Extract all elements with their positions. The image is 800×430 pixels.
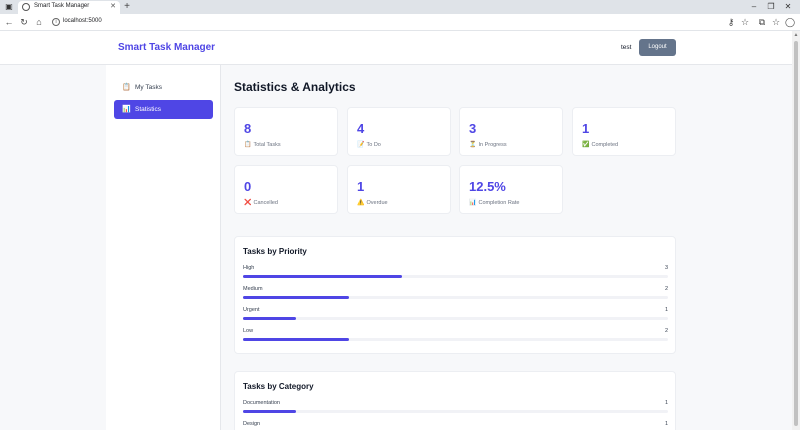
bar-fill xyxy=(243,317,297,320)
tab-title: Smart Task Manager xyxy=(34,3,90,9)
priority-row-medium: Medium 2 xyxy=(243,286,668,306)
close-window-icon[interactable]: ✕ xyxy=(784,2,792,11)
bar-track xyxy=(243,296,668,299)
bar-label: Low xyxy=(243,328,254,334)
brand-title[interactable]: Smart Task Manager xyxy=(118,42,216,53)
bar-label: High xyxy=(243,265,255,271)
priority-row-urgent: Urgent 1 xyxy=(243,307,668,327)
category-row-documentation: Documentation 1 xyxy=(243,400,668,420)
stat-label: To Do xyxy=(366,142,381,148)
browser-tab[interactable]: Smart Task Manager ✕ xyxy=(18,1,120,14)
stat-card-cancelled: 0 ❌ Cancelled xyxy=(234,165,338,214)
favorite-star-icon[interactable]: ☆ xyxy=(740,17,750,27)
category-row-design: Design 1 xyxy=(243,421,668,430)
bar-fill xyxy=(243,410,297,413)
stat-label: Completion Rate xyxy=(478,200,520,206)
username: test xyxy=(621,44,632,51)
sidebar-item-statistics[interactable]: 📊 Statistics xyxy=(114,100,213,119)
sidebar: 📋 My Tasks 📊 Statistics xyxy=(106,65,221,430)
check-mark-icon: ✅ xyxy=(582,142,590,148)
tab-close-icon[interactable]: ✕ xyxy=(110,3,116,10)
bar-count: 2 xyxy=(664,328,668,334)
priority-row-high: High 3 xyxy=(243,265,668,285)
warning-icon: ⚠️ xyxy=(357,200,365,206)
page-title: Statistics & Analytics xyxy=(234,80,356,94)
sidebar-item-label: Statistics xyxy=(135,106,162,113)
logout-button[interactable]: Logout xyxy=(639,39,676,56)
page-scrollbar[interactable]: ▲ xyxy=(792,31,800,430)
bar-chart-icon: 📊 xyxy=(122,106,131,113)
scroll-up-icon[interactable]: ▲ xyxy=(793,32,799,38)
stat-value: 8 xyxy=(244,121,252,136)
stat-card-completed: 1 ✅ Completed xyxy=(572,107,676,156)
stat-value: 1 xyxy=(582,121,590,136)
bar-count: 1 xyxy=(664,400,668,406)
stat-label: Completed xyxy=(591,142,619,148)
key-icon[interactable]: ⚷ xyxy=(727,17,735,27)
bar-chart-icon: 📊 xyxy=(469,200,477,206)
stat-value: 4 xyxy=(357,121,365,136)
bar-label: Urgent xyxy=(243,307,260,313)
priority-panel-title: Tasks by Priority xyxy=(243,247,307,256)
bar-count: 2 xyxy=(664,286,668,292)
bar-fill xyxy=(243,338,350,341)
bar-count: 1 xyxy=(664,421,668,427)
site-info-icon[interactable]: i xyxy=(52,18,60,26)
hourglass-icon: ⏳ xyxy=(469,142,477,148)
home-icon[interactable]: ⌂ xyxy=(36,17,42,27)
stat-value: 0 xyxy=(244,179,252,194)
browser-titlebar: ▣ Smart Task Manager ✕ + – ❐ ✕ xyxy=(0,0,800,14)
stat-card-total-tasks: 8 📋 Total Tasks xyxy=(234,107,338,156)
back-icon[interactable]: ← xyxy=(4,17,14,27)
stat-value: 12.5% xyxy=(469,179,506,194)
profile-icon[interactable]: ◯ xyxy=(785,17,796,27)
stat-label: Cancelled xyxy=(253,200,278,206)
stat-card-overdue: 1 ⚠️ Overdue xyxy=(347,165,451,214)
category-panel-title: Tasks by Category xyxy=(243,382,314,391)
address-bar[interactable]: localhost:5000 xyxy=(63,18,102,24)
window-menu-icon[interactable]: ▣ xyxy=(5,2,13,11)
bar-label: Design xyxy=(243,421,261,427)
minimize-icon[interactable]: – xyxy=(751,2,757,11)
scrollbar-thumb[interactable] xyxy=(794,41,798,426)
reload-icon[interactable]: ↻ xyxy=(20,17,28,27)
sidebar-item-label: My Tasks xyxy=(135,84,162,91)
stat-card-to-do: 4 📝 To Do xyxy=(347,107,451,156)
cross-mark-icon: ❌ xyxy=(244,200,252,206)
new-tab-icon[interactable]: + xyxy=(124,1,130,12)
restore-icon[interactable]: ❐ xyxy=(767,2,775,11)
stat-label: In Progress xyxy=(478,142,507,148)
clipboard-icon: 📋 xyxy=(122,84,131,91)
bar-track xyxy=(243,338,668,341)
sidebar-item-my-tasks[interactable]: 📋 My Tasks xyxy=(114,78,213,97)
bar-fill xyxy=(243,296,350,299)
app-header: Smart Task Manager test Logout xyxy=(0,31,792,65)
bar-track xyxy=(243,410,668,413)
stat-label: Overdue xyxy=(366,200,388,206)
category-panel: Tasks by Category Documentation 1 Design… xyxy=(234,371,676,430)
bar-track xyxy=(243,317,668,320)
priority-row-low: Low 2 xyxy=(243,328,668,348)
globe-icon xyxy=(22,3,30,11)
browser-toolbar: ← ↻ ⌂ i localhost:5000 ⚷ ☆ ⧉ ☆ ◯ xyxy=(0,14,800,31)
extensions-icon[interactable]: ⧉ xyxy=(758,17,766,27)
stat-label: Total Tasks xyxy=(253,142,281,148)
collections-icon[interactable]: ☆ xyxy=(771,17,781,27)
priority-panel: Tasks by Priority High 3 Medium 2 Urgent… xyxy=(234,236,676,354)
stat-card-in-progress: 3 ⏳ In Progress xyxy=(459,107,563,156)
bar-label: Medium xyxy=(243,286,263,292)
bar-count: 3 xyxy=(664,265,668,271)
stat-value: 3 xyxy=(469,121,477,136)
memo-icon: 📝 xyxy=(357,142,365,148)
stat-value: 1 xyxy=(357,179,365,194)
bar-track xyxy=(243,275,668,278)
bar-count: 1 xyxy=(664,307,668,313)
clipboard-icon: 📋 xyxy=(244,142,252,148)
stat-card-completion-rate: 12.5% 📊 Completion Rate xyxy=(459,165,563,214)
bar-fill xyxy=(243,275,403,278)
bar-label: Documentation xyxy=(243,400,280,406)
